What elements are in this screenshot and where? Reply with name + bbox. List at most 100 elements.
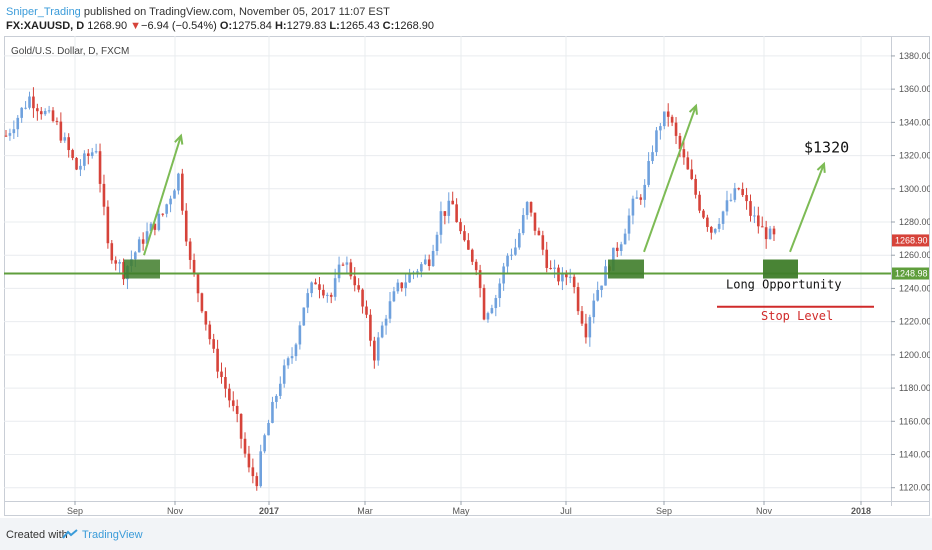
up-arrow-icon[interactable] <box>643 105 697 253</box>
up-arrow-icon[interactable] <box>143 135 182 256</box>
candle-body <box>521 215 525 234</box>
candle-body <box>459 222 462 232</box>
candle-body <box>600 285 603 290</box>
candle-body <box>271 401 274 423</box>
candle-body <box>439 211 443 235</box>
support-zone-box[interactable] <box>124 259 160 279</box>
candle-body <box>447 200 451 216</box>
candle-body <box>243 438 247 454</box>
candle-body <box>251 467 255 477</box>
long-entry-box[interactable] <box>763 259 798 279</box>
tradingview-link[interactable]: TradingView <box>82 529 143 541</box>
candle-body <box>255 476 259 487</box>
candle-body <box>529 201 533 213</box>
candle-body <box>619 244 623 251</box>
support-price-tag <box>892 267 929 280</box>
candles <box>4 87 776 491</box>
candle-body <box>565 274 568 278</box>
candle-body <box>322 289 325 296</box>
candle-body <box>396 282 400 292</box>
candle-body <box>200 293 204 312</box>
x-tick-label: May <box>452 506 470 516</box>
candle-body <box>710 226 713 233</box>
candle-body <box>474 261 478 271</box>
candle-body <box>568 276 572 278</box>
symbol-label: FX:XAUUSD, D <box>6 20 85 32</box>
candle-body <box>682 149 686 158</box>
candle-body <box>757 215 760 227</box>
candle-body <box>702 210 705 218</box>
candle-body <box>63 137 67 141</box>
candle-body <box>431 251 435 267</box>
candle-body <box>400 282 404 289</box>
price-change: −6.94 (−0.54%) <box>141 20 217 32</box>
low-label: L: <box>329 20 340 32</box>
candle-body <box>572 276 576 288</box>
candle-body <box>361 289 364 307</box>
candle-body <box>306 293 310 308</box>
candle-body <box>490 308 494 314</box>
candle-body <box>169 198 172 205</box>
candle-body <box>533 212 537 231</box>
candle-body <box>67 137 70 151</box>
x-tick-label: 2018 <box>851 506 871 516</box>
candle-body <box>310 282 313 294</box>
candle-body <box>553 267 556 269</box>
y-tick-label: 1120.00 <box>899 483 930 493</box>
candle-body <box>102 183 106 207</box>
candle-body <box>106 206 110 244</box>
candle-body <box>12 129 16 134</box>
candle-body <box>184 210 188 242</box>
last-price: 1268.90 <box>87 20 128 32</box>
candle-body <box>59 121 63 141</box>
candle-body <box>753 215 756 217</box>
created-with-label: Created with <box>6 529 68 541</box>
author-link[interactable]: Sniper_Trading <box>6 6 81 18</box>
candle-body <box>678 135 682 150</box>
candle-body <box>557 267 560 282</box>
y-tick-label: 1300.00 <box>899 184 930 194</box>
candle-body <box>670 116 674 123</box>
candle-body <box>470 249 474 262</box>
y-tick-label: 1200.00 <box>899 350 930 360</box>
candle-body <box>181 173 184 211</box>
candle-body <box>51 110 55 121</box>
candle-body <box>212 339 215 349</box>
candle-body <box>318 284 321 290</box>
price-axis: 1120.00 1140.00 1160.00 1180.00 1200.00 1220.… <box>891 51 930 493</box>
candle-body <box>494 298 498 309</box>
candle-body <box>404 282 407 289</box>
candle-body <box>208 324 212 340</box>
candle-body <box>498 283 502 299</box>
candle-body <box>721 211 725 224</box>
candle-body <box>729 199 733 201</box>
candle-body <box>141 239 145 244</box>
candle-body <box>83 153 86 166</box>
support-price-value: 1248.98 <box>895 269 928 279</box>
price-chart[interactable]: 1120.00 1140.00 1160.00 1180.00 1200.00 1220.… <box>4 36 930 516</box>
candle-body <box>717 223 721 229</box>
candle-body <box>137 239 141 253</box>
support-zone-box[interactable] <box>608 259 644 279</box>
candle-body <box>376 337 380 361</box>
candle-body <box>216 348 219 372</box>
candle-body <box>263 435 266 452</box>
candle-body <box>28 96 31 108</box>
candle-body <box>686 157 690 170</box>
candle-body <box>43 111 47 115</box>
candle-body <box>8 133 12 136</box>
candle-body <box>651 152 654 162</box>
candle-body <box>627 215 631 234</box>
candle-body <box>592 300 596 318</box>
candle-body <box>75 157 78 170</box>
y-tick-label: 1260.00 <box>899 250 930 260</box>
up-arrow-icon[interactable] <box>789 163 825 253</box>
candle-body <box>286 358 290 366</box>
candle-body <box>247 453 251 468</box>
open-value: 1275.84 <box>232 20 272 32</box>
candle-body <box>392 291 396 302</box>
candle-body <box>39 111 43 115</box>
candle-body <box>427 259 431 267</box>
candle-body <box>596 289 599 301</box>
arrow-head <box>174 133 184 145</box>
